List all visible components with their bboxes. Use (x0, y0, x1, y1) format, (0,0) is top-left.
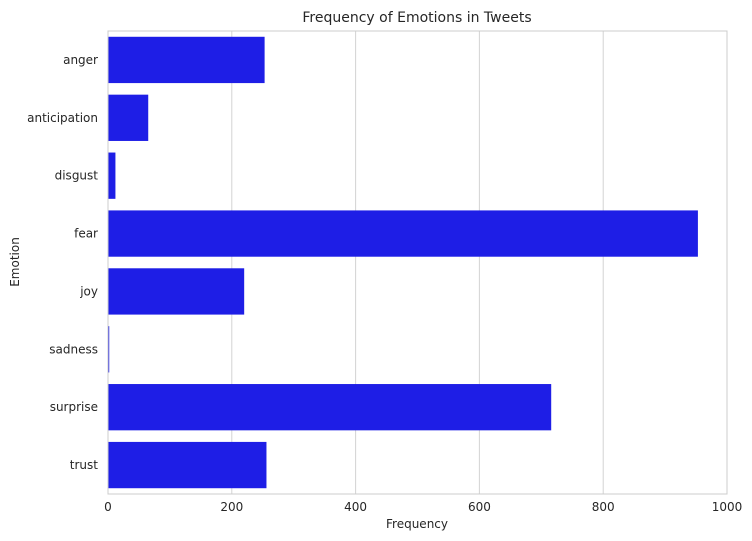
x-tick-label: 0 (104, 500, 112, 514)
bars (108, 36, 698, 489)
x-tick-label: 400 (344, 500, 367, 514)
x-tick-labels: 0 200 400 600 800 1000 (104, 500, 742, 514)
y-tick-label-fear: fear (74, 227, 98, 241)
bar-anticipation (108, 94, 149, 141)
chart-title: Frequency of Emotions in Tweets (302, 10, 531, 26)
x-tick-label: 800 (592, 500, 615, 514)
bar-fear (108, 210, 698, 257)
y-tick-label-anger: anger (63, 53, 98, 67)
x-axis-label: Frequency (386, 517, 448, 531)
y-tick-label-anticipation: anticipation (27, 111, 98, 125)
bar-joy (108, 268, 245, 315)
y-axis-label: Emotion (8, 237, 22, 287)
bar-anger (108, 36, 265, 84)
y-tick-label-trust: trust (70, 458, 98, 472)
y-tick-label-sadness: sadness (49, 342, 98, 356)
y-tick-labels: anger anticipation disgust fear joy sadness su… (27, 53, 98, 472)
x-tick-label: 1000 (712, 500, 743, 514)
y-tick-label-surprise: surprise (50, 400, 98, 414)
x-tick-label: 600 (468, 500, 491, 514)
bar-trust (108, 441, 267, 489)
x-tick-label: 200 (220, 500, 243, 514)
y-tick-label-disgust: disgust (55, 169, 99, 183)
y-tick-label-joy: joy (79, 284, 98, 298)
bar-surprise (108, 384, 552, 431)
bar-disgust (108, 152, 116, 199)
bar-sadness (108, 326, 110, 373)
plot-frame (107, 30, 728, 495)
